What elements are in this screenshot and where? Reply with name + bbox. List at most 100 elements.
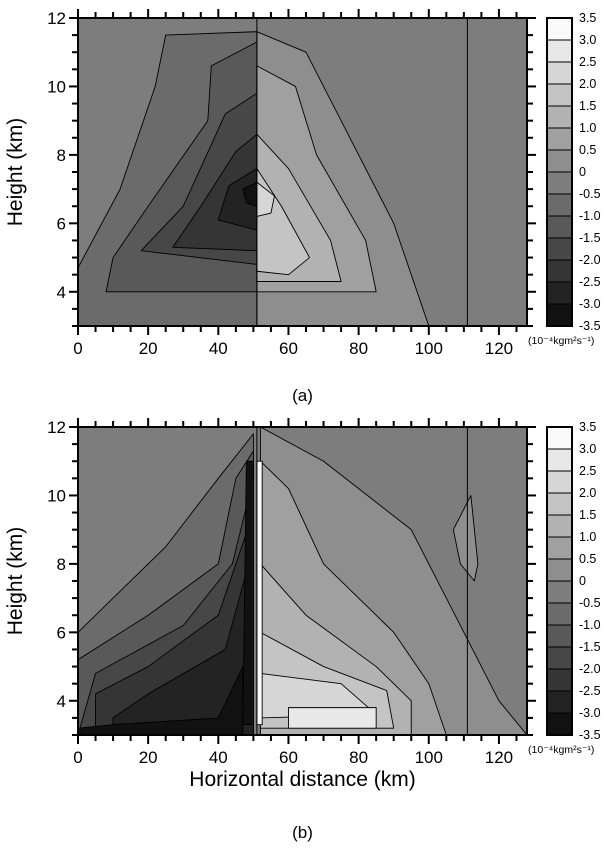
colorbar-band bbox=[546, 281, 573, 305]
x-tick-label: 40 bbox=[209, 339, 228, 358]
y-tick-label: 8 bbox=[57, 146, 66, 165]
colorbar-label: 3.5 bbox=[579, 420, 596, 434]
colorbar-label: 2.5 bbox=[579, 55, 596, 69]
colorbar-band bbox=[546, 536, 573, 560]
contours bbox=[78, 31, 430, 326]
x-tick-label: 60 bbox=[279, 339, 298, 358]
y-axis-label: Height (km) bbox=[4, 118, 27, 227]
contour-region bbox=[112, 546, 254, 735]
x-tick-label: 20 bbox=[139, 339, 158, 358]
y-tick-label: 6 bbox=[57, 214, 66, 233]
colorbar-band bbox=[546, 149, 573, 173]
colorbar-band bbox=[546, 690, 573, 714]
colorbar-label: -3.5 bbox=[579, 319, 601, 333]
colorbar-band bbox=[546, 558, 573, 582]
colorbar-band bbox=[546, 39, 573, 63]
colorbar-band bbox=[546, 470, 573, 494]
colorbar-band bbox=[546, 602, 573, 626]
colorbar-label: 1.5 bbox=[579, 508, 596, 522]
colorbar-band bbox=[546, 624, 573, 648]
colorbar-label: -2.5 bbox=[579, 684, 601, 698]
colorbar-label: 3.5 bbox=[579, 11, 596, 25]
panel-label: (b) bbox=[292, 823, 313, 842]
colorbar-label: -1.5 bbox=[579, 231, 601, 245]
x-tick-label: 40 bbox=[209, 748, 228, 767]
colorbar-band bbox=[546, 514, 573, 538]
colorbar-label: -1.5 bbox=[579, 640, 601, 654]
x-tick-label: 60 bbox=[279, 748, 298, 767]
colorbar-label: 0 bbox=[579, 574, 586, 588]
panel-label: (a) bbox=[292, 386, 313, 405]
x-tick-label: 80 bbox=[349, 748, 368, 767]
colorbar-label: -2.0 bbox=[579, 662, 601, 676]
contour-region bbox=[78, 666, 244, 735]
x-axis-label: Horizontal distance (km) bbox=[189, 768, 415, 791]
colorbar-label: 1.0 bbox=[579, 121, 596, 135]
y-tick-label: 4 bbox=[57, 692, 66, 711]
colorbar-band bbox=[546, 215, 573, 239]
colorbar-label: 0.5 bbox=[579, 552, 596, 566]
colorbar-band bbox=[546, 646, 573, 670]
contours bbox=[78, 427, 527, 735]
colorbar-label: 0.5 bbox=[579, 143, 596, 157]
colorbar-label: -0.5 bbox=[579, 596, 601, 610]
y-tick-label: 10 bbox=[47, 486, 66, 505]
colorbar-label: 1.0 bbox=[579, 530, 596, 544]
colorbar-label: -3.5 bbox=[579, 728, 601, 742]
colorbar-band bbox=[546, 105, 573, 129]
x-tick-label: 80 bbox=[349, 339, 368, 358]
colorbar-label: 2.0 bbox=[579, 77, 596, 91]
x-tick-label: 0 bbox=[73, 339, 82, 358]
colorbar-label: -0.5 bbox=[579, 187, 601, 201]
colorbar-label: -1.0 bbox=[579, 618, 601, 632]
colorbar-label: -3.0 bbox=[579, 706, 601, 720]
x-tick-label: 100 bbox=[415, 748, 443, 767]
colorbar-label: 3.0 bbox=[579, 442, 596, 456]
colorbar-label: 1.5 bbox=[579, 99, 596, 113]
colorbar-band bbox=[546, 61, 573, 85]
colorbar-label: -1.0 bbox=[579, 209, 601, 223]
x-tick-label: 20 bbox=[139, 748, 158, 767]
panel-a: 0 20 40 60 80 100 120 4 6 8 10 12 Height (km) (a) 3.5 3… bbox=[4, 9, 601, 405]
y-tick-label: 10 bbox=[47, 77, 66, 96]
colorbar-band bbox=[546, 259, 573, 283]
colorbar-units: (10⁻⁴kgm²s⁻¹) bbox=[528, 335, 594, 347]
colorbar-label: 0 bbox=[579, 165, 586, 179]
colorbar-band bbox=[546, 17, 573, 41]
colorbar-label: -2.5 bbox=[579, 275, 601, 289]
colorbar-label: 2.0 bbox=[579, 486, 596, 500]
colorbar-band bbox=[546, 492, 573, 516]
contour-region bbox=[288, 707, 377, 729]
y-tick-label: 6 bbox=[57, 623, 66, 642]
panel-b: 0 20 40 60 80 100 120 4 6 8 10 12 Height (km) Horizon… bbox=[4, 418, 601, 842]
colorbar-label: 2.5 bbox=[579, 464, 596, 478]
colorbar-band bbox=[546, 303, 573, 327]
x-tick-label: 120 bbox=[485, 748, 513, 767]
y-tick-label: 12 bbox=[47, 418, 66, 437]
colorbar-band bbox=[546, 83, 573, 107]
x-tick-label: 120 bbox=[485, 339, 513, 358]
colorbar-band bbox=[546, 426, 573, 450]
colorbar-band bbox=[546, 193, 573, 217]
colorbar-label: 3.0 bbox=[579, 33, 596, 47]
colorbar-band bbox=[546, 237, 573, 261]
colorbar-band bbox=[546, 448, 573, 472]
contour-region bbox=[256, 460, 263, 726]
y-axis-label: Height (km) bbox=[4, 527, 27, 636]
colorbar-band bbox=[546, 580, 573, 604]
colorbar-label: -3.0 bbox=[579, 297, 601, 311]
y-tick-label: 8 bbox=[57, 555, 66, 574]
colorbar-label: -2.0 bbox=[579, 253, 601, 267]
colorbar-band bbox=[546, 171, 573, 195]
colorbar-band bbox=[546, 712, 573, 736]
contour-region bbox=[242, 460, 254, 726]
colorbar-band bbox=[546, 668, 573, 692]
colorbar-units: (10⁻⁴kgm²s⁻¹) bbox=[528, 744, 594, 756]
colorbar-frame bbox=[546, 426, 573, 736]
x-tick-label: 0 bbox=[73, 748, 82, 767]
y-tick-label: 12 bbox=[47, 9, 66, 28]
colorbar-band bbox=[546, 127, 573, 151]
x-tick-label: 100 bbox=[415, 339, 443, 358]
y-tick-label: 4 bbox=[57, 283, 66, 302]
